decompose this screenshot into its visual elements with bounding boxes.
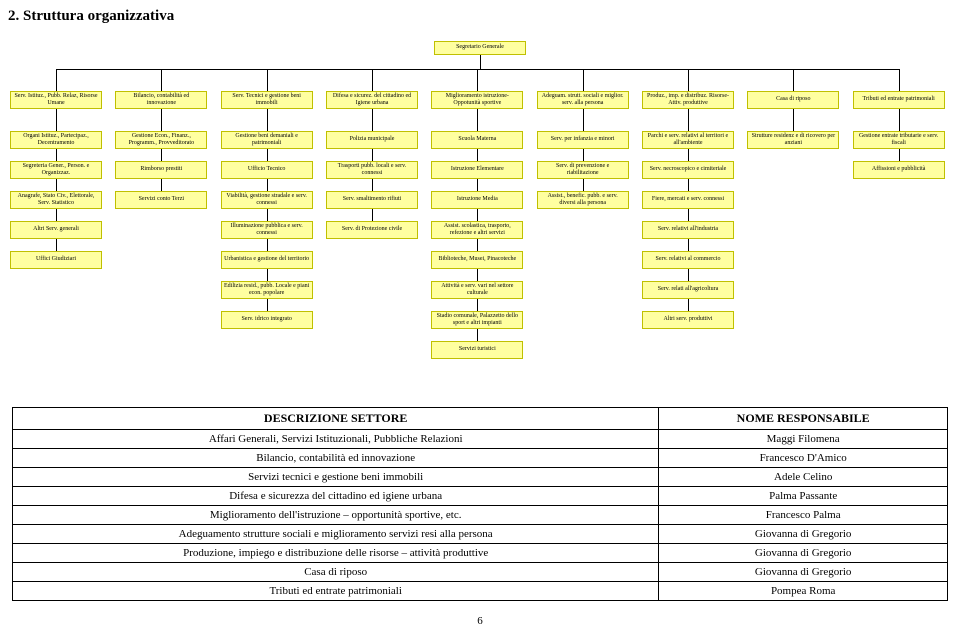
table-row: Miglioramento dell'istruzione – opportun… — [13, 506, 948, 525]
table-cell: Giovanna di Gregorio — [659, 544, 948, 563]
org-node: Assist., benefic. pubb. e serv. diversi … — [537, 191, 629, 209]
table-cell: Adele Celino — [659, 468, 948, 487]
org-chart: Segretario Generale Serv. Istituz., Pubb.… — [6, 35, 954, 395]
org-node: Serv. di Protezione civile — [326, 221, 418, 239]
table-cell: Servizi tecnici e gestione beni immobili — [13, 468, 659, 487]
org-level1: Adeguam. strutt. sociali e miglior. serv… — [537, 91, 629, 109]
org-node: Serv. di prevenzione e riabilitazione — [537, 161, 629, 179]
table-row: Tributi ed entrate patrimonialiPompea Ro… — [13, 582, 948, 601]
org-node: Serv. relati all'agricoltura — [642, 281, 734, 299]
org-node: Istruzione Elementare — [431, 161, 523, 179]
org-node: Viabilità, gestione stradale e serv. con… — [221, 191, 313, 209]
table-row: Produzione, impiego e distribuzione dell… — [13, 544, 948, 563]
table-cell: Francesco D'Amico — [659, 449, 948, 468]
org-node: Serv. per infanzia e minori — [537, 131, 629, 149]
org-node: Serv. necroscopico e cimiteriale — [642, 161, 734, 179]
org-node: Istruzione Media — [431, 191, 523, 209]
org-node: Rimborso prestiti — [115, 161, 207, 179]
org-node: Strutture residenz e di ricovero per anz… — [747, 131, 839, 149]
org-node: Segreteria Gener., Person. e Organizzaz. — [10, 161, 102, 179]
org-node: Gestione beni demaniali e patrimoniali — [221, 131, 313, 149]
org-node: Attività e serv. vari nel settore cultur… — [431, 281, 523, 299]
col-header-settore: DESCRIZIONE SETTORE — [13, 408, 659, 430]
col-header-responsabile: NOME RESPONSABILE — [659, 408, 948, 430]
org-root: Segretario Generale — [434, 41, 526, 55]
table-row: Casa di riposoGiovanna di Gregorio — [13, 563, 948, 582]
table-cell: Difesa e sicurezza del cittadino ed igie… — [13, 487, 659, 506]
org-level1: Miglioramento istruzione- Oppotunità spo… — [431, 91, 523, 109]
table-cell: Pompea Roma — [659, 582, 948, 601]
org-node: Fiere, mercati e serv. connessi — [642, 191, 734, 209]
sector-table: DESCRIZIONE SETTORE NOME RESPONSABILE Af… — [12, 407, 948, 601]
table-cell: Casa di riposo — [13, 563, 659, 582]
org-node: Edilizia resid., pubb. Locale e piani ec… — [221, 281, 313, 299]
org-node: Gestione entrate tributarie e serv. fisc… — [853, 131, 945, 149]
org-node: Gestione Econ., Finanz., Programm., Prov… — [115, 131, 207, 149]
table-cell: Bilancio, contabilità ed innovazione — [13, 449, 659, 468]
org-node: Serv. relativi all'industria — [642, 221, 734, 239]
org-level1: Bilancio, contabilità ed innovazione — [115, 91, 207, 109]
table-cell: Affari Generali, Servizi Istituzionali, … — [13, 430, 659, 449]
table-row: Difesa e sicurezza del cittadino ed igie… — [13, 487, 948, 506]
org-node: Uffici Giudiziari — [10, 251, 102, 269]
table-cell: Miglioramento dell'istruzione – opportun… — [13, 506, 659, 525]
org-node: Serv. idrico integrato — [221, 311, 313, 329]
table-row: Bilancio, contabilità ed innovazioneFran… — [13, 449, 948, 468]
table-cell: Giovanna di Gregorio — [659, 563, 948, 582]
table-cell: Palma Passante — [659, 487, 948, 506]
org-level1: Tributi ed entrate patrimoniali — [853, 91, 945, 109]
table-row: Affari Generali, Servizi Istituzionali, … — [13, 430, 948, 449]
org-node: Altri Serv. generali — [10, 221, 102, 239]
org-node: Affissioni e pubblicità — [853, 161, 945, 179]
org-node: Trasporti pubb. locali e serv. connessi — [326, 161, 418, 179]
org-node: Serv. smaltimento rifiuti — [326, 191, 418, 209]
table-row: Adeguamento strutture sociali e migliora… — [13, 525, 948, 544]
table-cell: Produzione, impiego e distribuzione dell… — [13, 544, 659, 563]
sector-table-wrap: DESCRIZIONE SETTORE NOME RESPONSABILE Af… — [6, 407, 954, 601]
table-cell: Tributi ed entrate patrimoniali — [13, 582, 659, 601]
org-level1: Produz., imp. e distribuz. Risorse- Atti… — [642, 91, 734, 109]
org-level1: Difesa e sicurez. del cittadino ed Igien… — [326, 91, 418, 109]
table-cell: Francesco Palma — [659, 506, 948, 525]
org-level1: Serv. Istituz., Pubb. Relaz, Risorse Uma… — [10, 91, 102, 109]
org-node: Anagrafe, Stato Civ., Elettorale, Serv. … — [10, 191, 102, 209]
org-node: Servizi conto Terzi — [115, 191, 207, 209]
table-row: Servizi tecnici e gestione beni immobili… — [13, 468, 948, 487]
org-node: Serv. relativi al commercio — [642, 251, 734, 269]
org-node: Organi Istituz., Partecipaz., Decentrame… — [10, 131, 102, 149]
org-node: Parchi e serv. relativi al territori e a… — [642, 131, 734, 149]
org-node: Stadio comunale, Palazzetto dello sport … — [431, 311, 523, 329]
org-node: Scuola Materna — [431, 131, 523, 149]
org-node: Illuminazione pubblica e serv. connessi — [221, 221, 313, 239]
table-cell: Adeguamento strutture sociali e migliora… — [13, 525, 659, 544]
table-header-row: DESCRIZIONE SETTORE NOME RESPONSABILE — [13, 408, 948, 430]
org-node: Biblioteche, Musei, Pinacoteche — [431, 251, 523, 269]
org-node: Ufficio Tecnico — [221, 161, 313, 179]
org-node: Polizia municipale — [326, 131, 418, 149]
table-cell: Maggi Filomena — [659, 430, 948, 449]
org-node: Servizi turistici — [431, 341, 523, 359]
org-node: Urbanistica e gestione del territorio — [221, 251, 313, 269]
org-level1: Casa di riposo — [747, 91, 839, 109]
table-cell: Giovanna di Gregorio — [659, 525, 948, 544]
page-title: 2. Struttura organizzativa — [6, 8, 954, 25]
org-node: Assist. scolastica, trasporto, refezione… — [431, 221, 523, 239]
page-number: 6 — [6, 615, 954, 627]
org-node: Altri serv. produttivi — [642, 311, 734, 329]
org-level1: Serv. Tecnici e gestione beni immobili — [221, 91, 313, 109]
